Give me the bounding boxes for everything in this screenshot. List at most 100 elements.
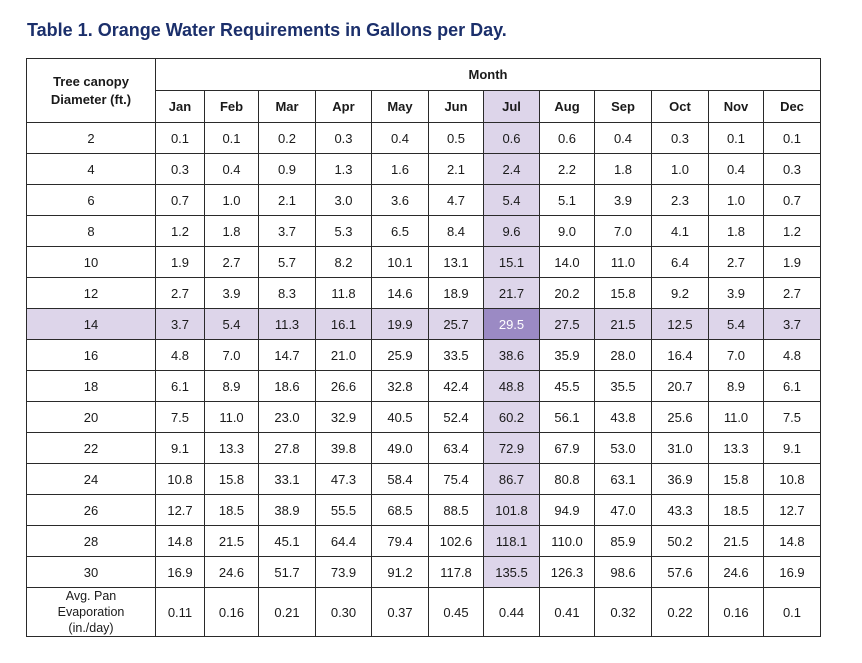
value-cell: 38.6 — [483, 339, 540, 371]
value-cell: 3.9 — [204, 277, 259, 309]
value-cell: 2.7 — [763, 277, 821, 309]
value-cell: 1.9 — [155, 246, 205, 278]
value-cell: 1.6 — [371, 153, 429, 185]
value-cell: 0.1 — [763, 122, 821, 154]
value-cell: 4.1 — [651, 215, 709, 247]
value-cell: 19.9 — [371, 308, 429, 340]
diameter-cell: 14 — [26, 308, 156, 340]
value-cell: 57.6 — [651, 556, 709, 588]
value-cell: 14.0 — [539, 246, 595, 278]
table-row: 6 0.7 1.0 2.1 3.0 3.6 4.7 5.4 5.1 3.9 2.3 1.0 0.7 — [26, 184, 821, 216]
value-cell: 36.9 — [651, 463, 709, 495]
value-cell: 8.4 — [428, 215, 484, 247]
value-cell: 16.4 — [651, 339, 709, 371]
value-cell: 0.3 — [651, 122, 709, 154]
value-cell: 0.3 — [155, 153, 205, 185]
water-requirements-table: Tree canopy Diameter (ft.) Month Jan Feb M… — [26, 58, 821, 637]
value-cell: 101.8 — [483, 494, 540, 526]
pan-evaporation-value: 0.45 — [428, 587, 484, 637]
value-cell: 27.5 — [539, 308, 595, 340]
month-header-feb: Feb — [204, 90, 259, 123]
value-cell: 0.1 — [155, 122, 205, 154]
value-cell: 110.0 — [539, 525, 595, 557]
value-cell: 3.7 — [763, 308, 821, 340]
value-cell: 2.3 — [651, 184, 709, 216]
value-cell: 20.7 — [651, 370, 709, 402]
value-cell: 9.1 — [155, 432, 205, 464]
value-cell: 1.3 — [315, 153, 372, 185]
value-cell: 9.6 — [483, 215, 540, 247]
value-cell: 18.5 — [708, 494, 764, 526]
table-title: Table 1. Orange Water Requirements in Ga… — [27, 20, 507, 40]
value-cell: 26.6 — [315, 370, 372, 402]
value-cell: 2.7 — [204, 246, 259, 278]
value-cell: 0.3 — [315, 122, 372, 154]
month-header-dec: Dec — [763, 90, 821, 123]
value-cell: 15.8 — [204, 463, 259, 495]
value-cell: 51.7 — [258, 556, 316, 588]
table-row: 18 6.1 8.9 18.6 26.6 32.8 42.4 48.8 45.5 35.5 20.7… — [26, 370, 821, 402]
value-cell: 0.4 — [204, 153, 259, 185]
value-cell: 0.4 — [371, 122, 429, 154]
value-cell: 16.9 — [155, 556, 205, 588]
value-cell: 43.8 — [594, 401, 652, 433]
value-cell: 27.8 — [258, 432, 316, 464]
diameter-cell: 6 — [26, 184, 156, 216]
diameter-cell: 18 — [26, 370, 156, 402]
month-header-sep: Sep — [594, 90, 652, 123]
value-cell: 31.0 — [651, 432, 709, 464]
value-cell: 3.9 — [708, 277, 764, 309]
value-cell: 1.9 — [763, 246, 821, 278]
value-cell: 85.9 — [594, 525, 652, 557]
value-cell: 39.8 — [315, 432, 372, 464]
value-cell: 7.5 — [155, 401, 205, 433]
value-cell: 1.2 — [155, 215, 205, 247]
pan-evaporation-value: 0.21 — [258, 587, 316, 637]
value-cell: 79.4 — [371, 525, 429, 557]
table-row: 30 16.9 24.6 51.7 73.9 91.2 117.8 135.5 126.3 98.… — [26, 556, 821, 588]
diameter-cell: 20 — [26, 401, 156, 433]
value-cell: 117.8 — [428, 556, 484, 588]
value-cell: 4.8 — [155, 339, 205, 371]
month-header-jan: Jan — [155, 90, 205, 123]
value-cell: 0.3 — [763, 153, 821, 185]
value-cell: 14.8 — [763, 525, 821, 557]
value-cell: 11.0 — [204, 401, 259, 433]
month-header-jul: Jul — [483, 90, 540, 123]
value-cell: 5.3 — [315, 215, 372, 247]
value-cell: 7.0 — [204, 339, 259, 371]
value-cell: 1.8 — [204, 215, 259, 247]
month-header-may: May — [371, 90, 429, 123]
value-cell: 6.1 — [155, 370, 205, 402]
diameter-cell: 12 — [26, 277, 156, 309]
value-cell: 126.3 — [539, 556, 595, 588]
pan-evaporation-value: 0.11 — [155, 587, 205, 637]
value-cell: 21.5 — [204, 525, 259, 557]
table-row: 14 3.7 5.4 11.3 16.1 19.9 25.7 29.5 27.5 21.5 12.5… — [26, 308, 821, 340]
value-cell: 13.1 — [428, 246, 484, 278]
value-cell: 21.0 — [315, 339, 372, 371]
pan-evaporation-row: Avg. Pan Evaporation (in./day) 0.11 0.16 0.21… — [26, 587, 821, 637]
diameter-cell: 4 — [26, 153, 156, 185]
value-cell: 47.0 — [594, 494, 652, 526]
value-cell: 35.5 — [594, 370, 652, 402]
value-cell: 11.0 — [708, 401, 764, 433]
pan-evaporation-value: 0.41 — [539, 587, 595, 637]
value-cell: 2.1 — [428, 153, 484, 185]
value-cell: 12.7 — [155, 494, 205, 526]
table-row: 26 12.7 18.5 38.9 55.5 68.5 88.5 101.8 94.9 47.0 4… — [26, 494, 821, 526]
value-cell: 2.4 — [483, 153, 540, 185]
value-cell: 2.7 — [155, 277, 205, 309]
value-cell: 7.5 — [763, 401, 821, 433]
value-cell: 1.8 — [708, 215, 764, 247]
value-cell: 52.4 — [428, 401, 484, 433]
value-cell: 18.5 — [204, 494, 259, 526]
value-cell: 40.5 — [371, 401, 429, 433]
value-cell: 7.0 — [708, 339, 764, 371]
value-cell: 12.7 — [763, 494, 821, 526]
value-cell: 58.4 — [371, 463, 429, 495]
value-cell: 24.6 — [204, 556, 259, 588]
diameter-cell: 8 — [26, 215, 156, 247]
value-cell: 3.9 — [594, 184, 652, 216]
value-cell: 43.3 — [651, 494, 709, 526]
